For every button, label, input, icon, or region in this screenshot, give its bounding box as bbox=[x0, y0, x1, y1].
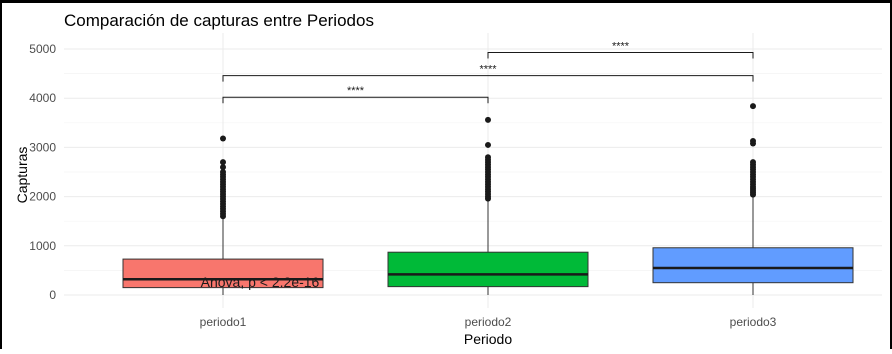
anova-annotation: Anova, p < 2.2e-16 bbox=[201, 274, 320, 290]
box-rect bbox=[122, 258, 324, 289]
significance-label: **** bbox=[347, 85, 365, 97]
significance-label: **** bbox=[479, 64, 497, 76]
comparison-brackets: **** **** **** bbox=[222, 40, 754, 104]
box-periodo3 bbox=[652, 103, 854, 295]
outlier-point bbox=[220, 135, 226, 142]
x-axis-ticks: periodo1 periodo2 periodo3 bbox=[200, 315, 777, 329]
outlier-point bbox=[220, 159, 226, 166]
outlier-point bbox=[750, 159, 756, 166]
y-tick-label: 4000 bbox=[29, 91, 56, 105]
y-tick-label: 5000 bbox=[29, 42, 56, 56]
bracket-periodo2-periodo3: **** bbox=[487, 40, 754, 59]
outlier-point bbox=[750, 138, 756, 145]
outlier-point bbox=[485, 116, 491, 123]
chart-title: Comparación de capturas entre Periodos bbox=[64, 11, 374, 30]
box-rect bbox=[387, 251, 589, 288]
box-periodo2 bbox=[387, 116, 589, 295]
y-axis-label: Capturas bbox=[14, 147, 30, 204]
bracket-periodo1-periodo3: **** bbox=[222, 64, 754, 82]
y-tick-label: 2000 bbox=[29, 190, 56, 204]
y-tick-label: 3000 bbox=[29, 140, 56, 154]
bracket-periodo1-periodo2: **** bbox=[222, 85, 489, 104]
x-axis-label: Periodo bbox=[464, 331, 512, 347]
outlier-point bbox=[220, 169, 226, 175]
y-axis-ticks: 0 1000 2000 3000 4000 5000 bbox=[29, 42, 56, 302]
x-tick-label: periodo2 bbox=[465, 315, 512, 329]
boxes bbox=[122, 103, 854, 295]
y-tick-label: 0 bbox=[49, 288, 56, 302]
outlier-point bbox=[750, 103, 756, 110]
boxplot-chart: Comparación de capturas entre Periodos 0… bbox=[14, 11, 882, 347]
x-tick-label: periodo1 bbox=[200, 315, 247, 329]
outlier-point bbox=[220, 164, 226, 171]
outlier-point bbox=[485, 154, 491, 161]
x-tick-label: periodo3 bbox=[730, 315, 777, 329]
significance-label: **** bbox=[612, 40, 630, 52]
bracket-line bbox=[222, 96, 489, 104]
box-rect bbox=[652, 247, 854, 284]
box-periodo1 bbox=[122, 135, 324, 295]
y-tick-label: 1000 bbox=[29, 239, 56, 253]
outlier-point bbox=[485, 141, 491, 148]
bracket-line bbox=[487, 51, 754, 59]
bracket-line bbox=[222, 75, 754, 82]
